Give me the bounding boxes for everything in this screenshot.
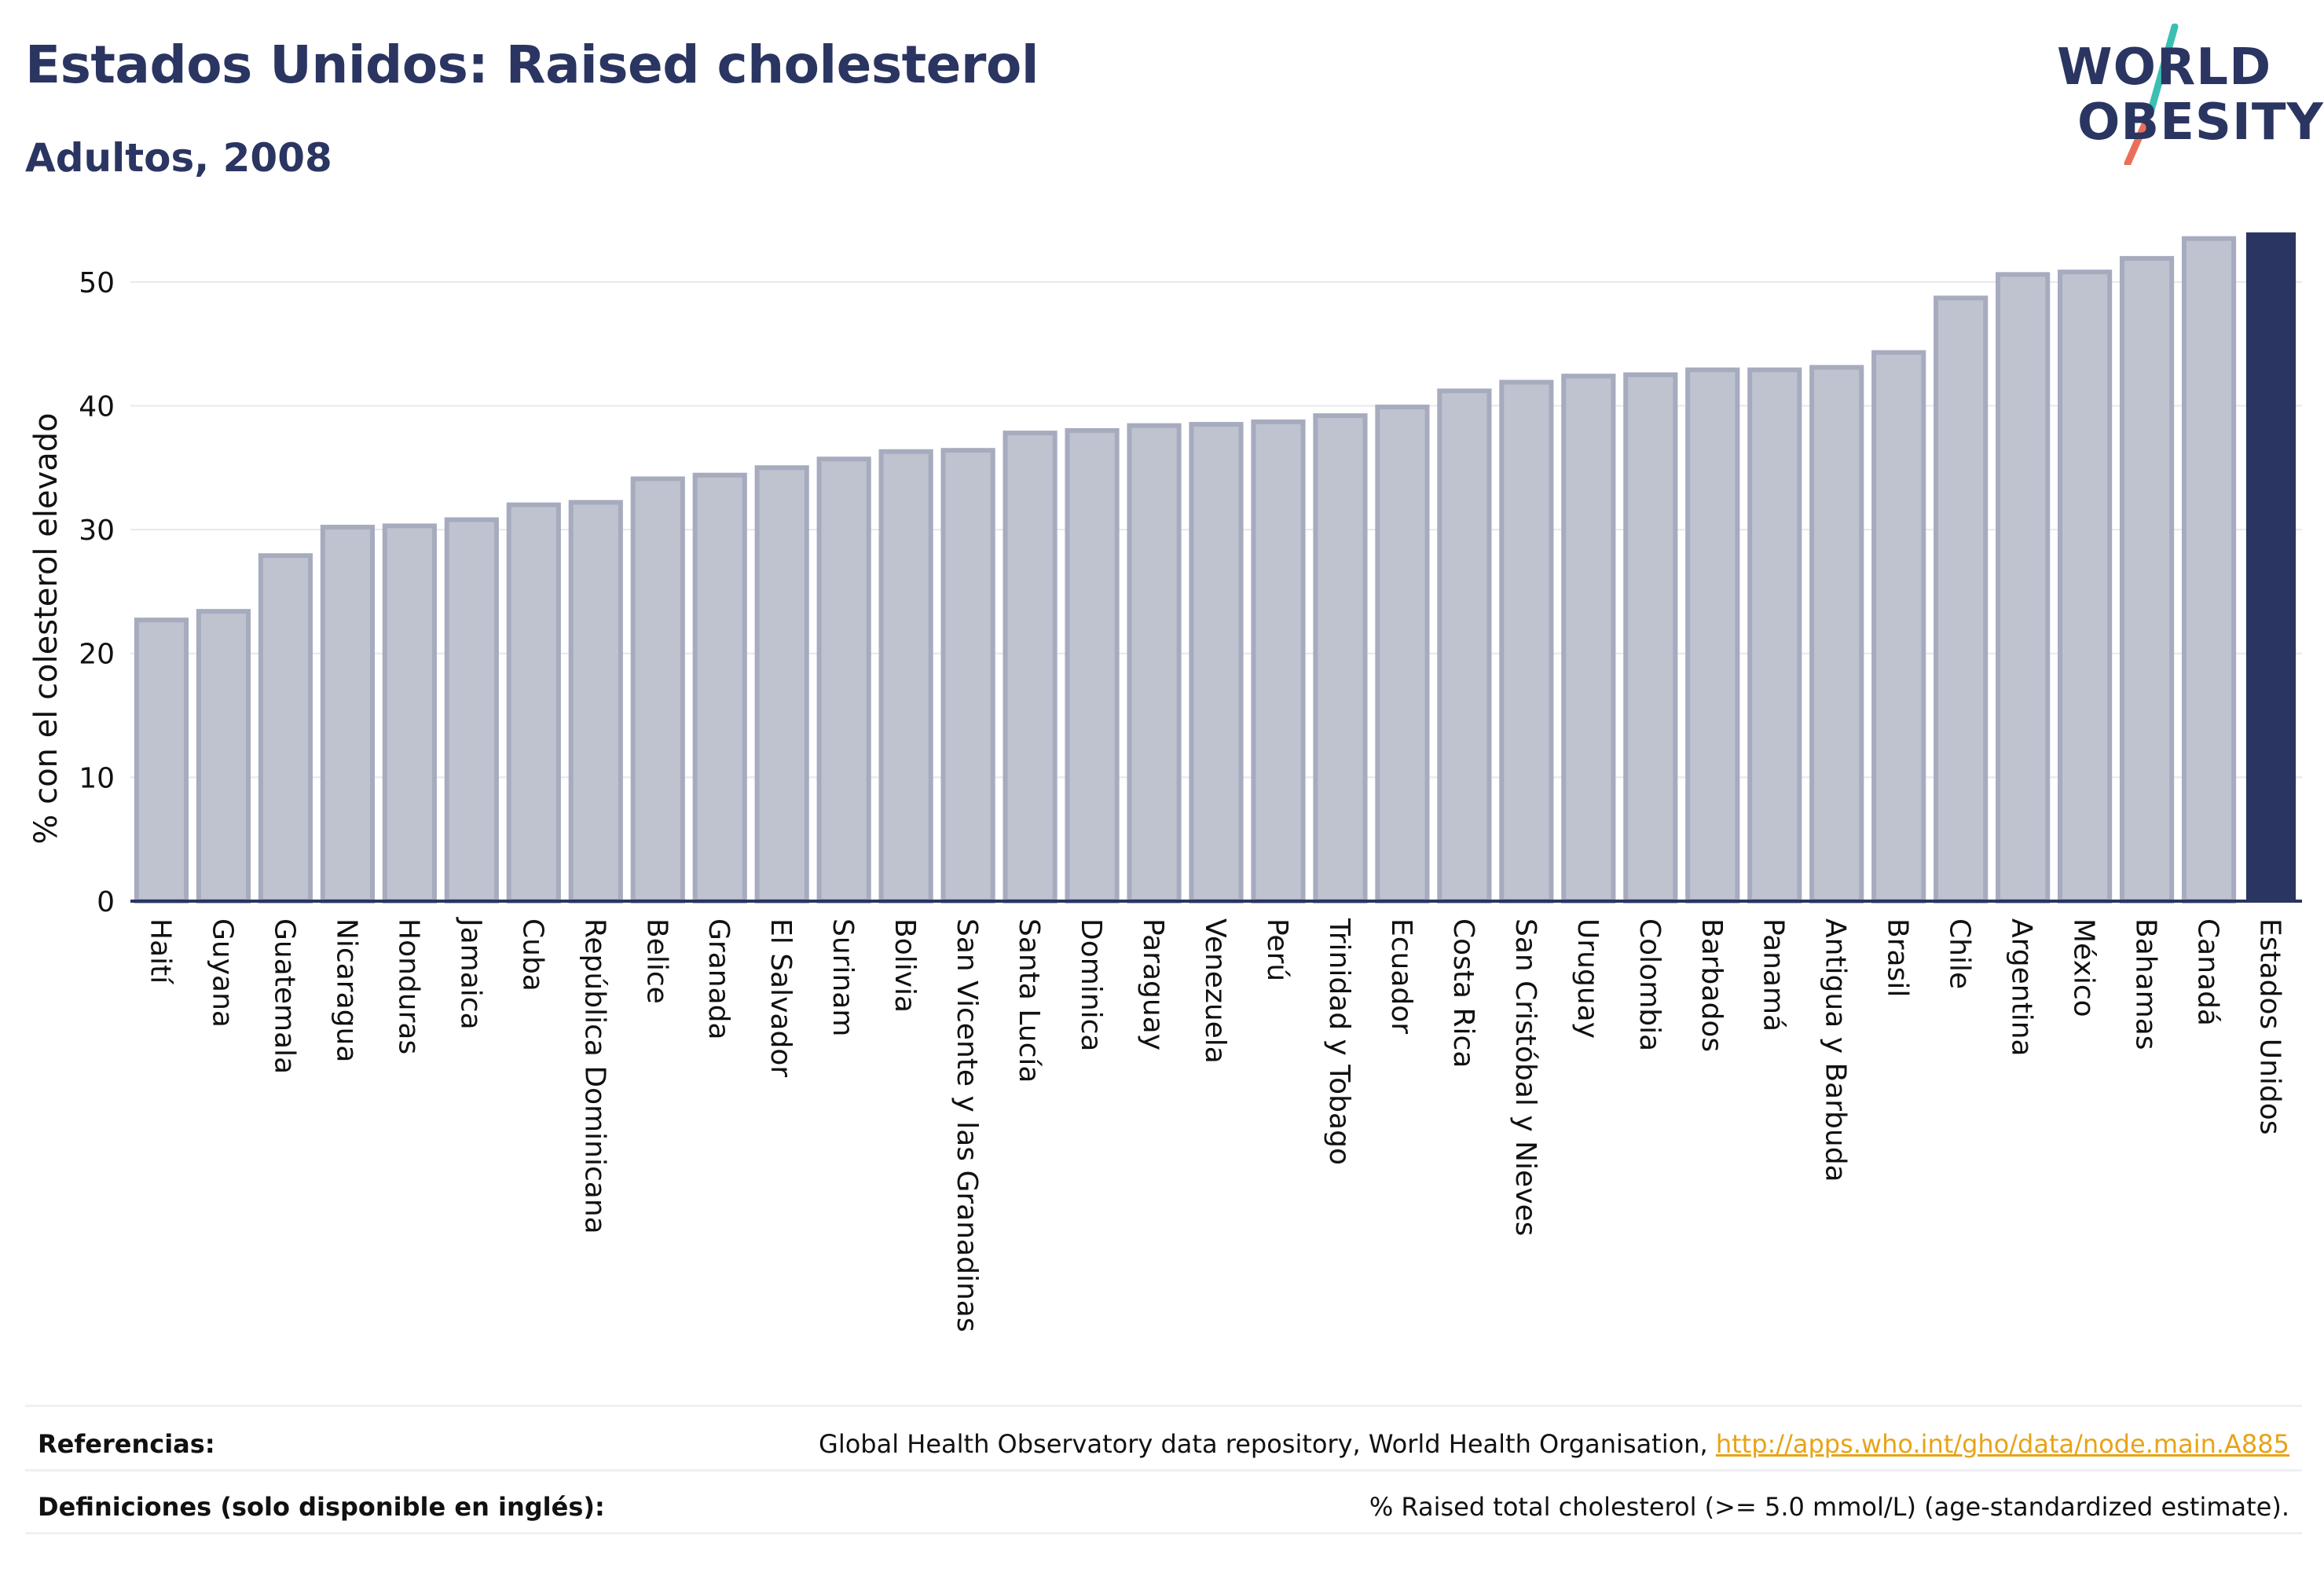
y-tick-label: 30 xyxy=(79,515,115,547)
footer-divider-middle xyxy=(25,1469,2302,1472)
x-tick-label: Santa Lucía xyxy=(1013,918,1045,1083)
bar-guyana xyxy=(196,609,251,903)
x-tick-label: Surinam xyxy=(827,918,859,1036)
x-tick-label: Costa Rica xyxy=(1447,918,1479,1068)
footer-references-row: Referencias: Global Health Observatory d… xyxy=(25,1420,2289,1468)
bar-san-cristóbal-y-nieves xyxy=(1499,379,1554,903)
x-tick-label: Antigua y Barbuda xyxy=(1820,918,1852,1182)
x-tick-label: San Vicente y las Granadinas xyxy=(951,918,983,1332)
x-tick-label: Belice xyxy=(640,918,673,1004)
x-tick-label: Bahamas xyxy=(2130,918,2162,1050)
references-link[interactable]: http://apps.who.int/gho/data/node.main.A… xyxy=(1715,1429,2289,1459)
bar-chile xyxy=(1934,295,1989,903)
bar-barbados xyxy=(1685,367,1740,904)
x-tick-label: Canadá xyxy=(2192,918,2224,1026)
footer-divider-bottom xyxy=(25,1532,2302,1534)
bar-cuba xyxy=(506,502,561,903)
chart-subtitle: Adultos, 2008 xyxy=(25,135,332,181)
bar-república-dominicana xyxy=(568,500,623,903)
bar-santa-lucía xyxy=(1003,431,1058,904)
bar-costa-rica xyxy=(1437,388,1492,903)
chart-bars xyxy=(130,232,2302,904)
bar-ecuador xyxy=(1375,405,1430,904)
x-tick-label: Guyana xyxy=(206,918,238,1028)
y-tick-label: 10 xyxy=(79,762,115,794)
x-tick-label: México xyxy=(2068,918,2100,1017)
logo-slash-icon xyxy=(2124,24,2179,165)
bar-paraguay xyxy=(1127,423,1182,903)
bar-chart: 0 10 20 30 40 50 Haití Guyana Guatemala Nicaragu… xyxy=(28,232,2302,1332)
x-tick-label: Paraguay xyxy=(1137,918,1169,1050)
x-tick-label: Jamaica xyxy=(454,917,486,1030)
bar-colombia xyxy=(1623,372,1678,903)
y-tick-label: 20 xyxy=(79,639,115,671)
definitions-label: Definiciones (solo disponible en inglés)… xyxy=(38,1492,605,1522)
x-tick-label: Nicaragua xyxy=(330,918,362,1062)
bar-surinam xyxy=(816,456,871,904)
x-tick-label: Uruguay xyxy=(1571,918,1604,1039)
x-tick-label: El Salvador xyxy=(764,918,797,1077)
x-tick-label: San Cristóbal y Nieves xyxy=(1509,918,1541,1236)
x-tick-label: Honduras xyxy=(392,918,424,1054)
bar-belice xyxy=(630,476,685,903)
x-tick-label: Haití xyxy=(144,918,176,984)
x-tick-label: Dominica xyxy=(1075,918,1107,1052)
bar-méxico xyxy=(2058,269,2113,903)
footer-definitions-row: Definiciones (solo disponible en inglés)… xyxy=(25,1483,2289,1530)
x-tick-label: Barbados xyxy=(1695,918,1728,1052)
x-tick-label: Guatemala xyxy=(268,918,300,1074)
bar-perú xyxy=(1251,419,1306,903)
x-tick-label: Trinidad y Tobago xyxy=(1323,918,1355,1165)
x-tick-label: Brasil xyxy=(1882,918,1914,997)
references-text: Global Health Observatory data repositor… xyxy=(819,1429,1708,1459)
x-tick-label: Estados Unidos xyxy=(2254,918,2286,1135)
bar-uruguay xyxy=(1561,373,1616,903)
x-tick-label: Ecuador xyxy=(1385,918,1417,1034)
bar-canadá xyxy=(2181,236,2237,904)
x-tick-label: Venezuela xyxy=(1199,918,1231,1064)
y-tick-label: 0 xyxy=(97,886,115,918)
bar-antigua-y-barbuda xyxy=(1809,365,1864,903)
references-label: Referencias: xyxy=(38,1429,215,1459)
x-tick-label: Cuba xyxy=(516,918,548,991)
bar-trinidad-y-tobago xyxy=(1313,413,1368,904)
bar-jamaica xyxy=(444,517,499,903)
bar-bahamas xyxy=(2119,255,2175,904)
x-tick-label: República Dominicana xyxy=(578,918,610,1234)
bar-san-vicente-y-las-granadinas xyxy=(940,448,995,904)
bar-el-salvador xyxy=(754,465,809,904)
y-axis-ticks: 0 10 20 30 40 50 xyxy=(79,267,115,918)
y-tick-label: 40 xyxy=(79,390,115,423)
bar-granada xyxy=(692,472,747,903)
bar-guatemala xyxy=(258,553,313,903)
x-tick-label: Perú xyxy=(1261,918,1293,981)
world-obesity-logo: WORLD OBESITY xyxy=(2043,24,2323,165)
references-value: Global Health Observatory data repositor… xyxy=(819,1429,2289,1459)
bar-haití xyxy=(134,618,189,903)
bar-panamá xyxy=(1747,367,1802,904)
chart-title: Estados Unidos: Raised cholesterol xyxy=(25,35,1039,95)
x-tick-label: Panamá xyxy=(1758,918,1790,1032)
definitions-text: % Raised total cholesterol (>= 5.0 mmol/… xyxy=(1369,1492,2289,1522)
bar-nicaragua xyxy=(320,524,375,903)
x-tick-label: Colombia xyxy=(1633,918,1666,1051)
logo-text-obesity: OBESITY xyxy=(2077,93,2324,152)
bar-venezuela xyxy=(1189,422,1244,904)
x-tick-label: Granada xyxy=(702,918,735,1040)
bar-honduras xyxy=(382,523,437,903)
y-axis-label: % con el colesterol elevado xyxy=(28,412,64,844)
y-tick-label: 50 xyxy=(79,267,115,299)
bar-estados-unidos xyxy=(2245,232,2297,901)
x-tick-label: Bolivia xyxy=(889,918,921,1013)
x-tick-label: Chile xyxy=(1944,918,1976,989)
footer-divider-top xyxy=(25,1405,2302,1407)
bar-bolivia xyxy=(878,449,933,903)
x-tick-label: Argentina xyxy=(2006,918,2038,1057)
logo-text-world: WORLD xyxy=(2057,38,2272,97)
bar-brasil xyxy=(1871,350,1926,904)
x-axis-ticks: Haití Guyana Guatemala Nicaragua Honduras Jam… xyxy=(144,917,2286,1332)
bar-dominica xyxy=(1065,427,1120,903)
bar-argentina xyxy=(1996,272,2051,904)
